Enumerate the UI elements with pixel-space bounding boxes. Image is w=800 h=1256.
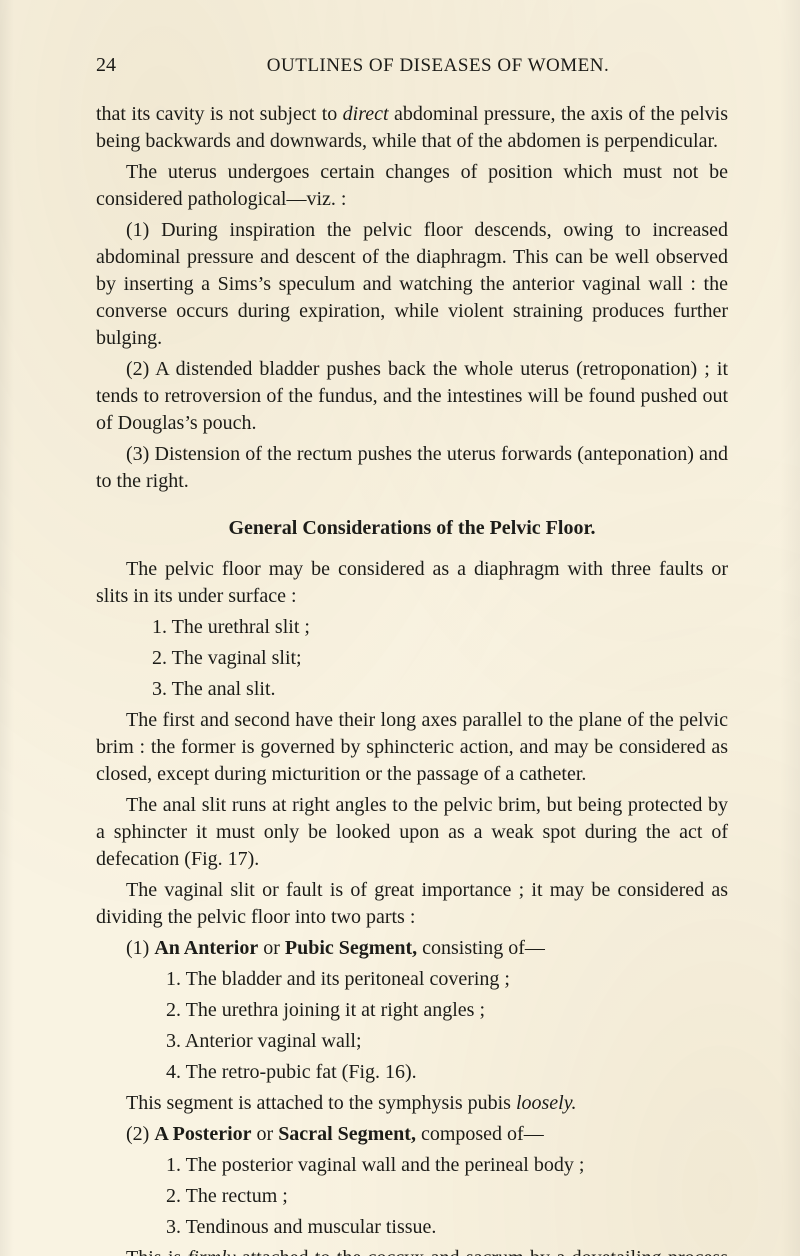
list-item: 1. The urethral slit ; bbox=[96, 614, 728, 641]
paragraph: (1) During inspiration the pelvic floor … bbox=[96, 217, 728, 352]
paragraph: The vaginal slit or fault is of great im… bbox=[96, 877, 728, 931]
paragraph: The pelvic floor may be considered as a … bbox=[96, 556, 728, 610]
running-head: OUTLINES OF DISEASES OF WOMEN. bbox=[148, 53, 728, 79]
bold-text: Sacral Segment, bbox=[278, 1123, 416, 1145]
list-item: 1. The posterior vaginal wall and the pe… bbox=[96, 1152, 728, 1179]
text: (2) bbox=[126, 1123, 154, 1145]
text: or bbox=[252, 1123, 279, 1145]
paragraph: The uterus undergoes certain changes of … bbox=[96, 159, 728, 213]
list-item: 3. Anterior vaginal wall; bbox=[96, 1028, 728, 1055]
list-item: 3. Tendinous and muscular tissue. bbox=[96, 1214, 728, 1241]
text: that its cavity is not subject to bbox=[96, 103, 343, 125]
paragraph: This segment is attached to the symphysi… bbox=[96, 1090, 728, 1117]
italic-text: firmly bbox=[188, 1247, 236, 1256]
text: or bbox=[258, 937, 285, 959]
page-number: 24 bbox=[96, 52, 148, 79]
italic-text: loosely. bbox=[516, 1092, 577, 1114]
bold-text: An Anterior bbox=[154, 937, 258, 959]
paragraph: This is firmly attached to the coccyx an… bbox=[96, 1245, 728, 1256]
paragraph: (1) An Anterior or Pubic Segment, consis… bbox=[96, 935, 728, 962]
italic-text: direct bbox=[343, 103, 389, 125]
list-item: 2. The vaginal slit; bbox=[96, 645, 728, 672]
list-item: 2. The rectum ; bbox=[96, 1183, 728, 1210]
text: (1) bbox=[126, 937, 154, 959]
page-header: 24 OUTLINES OF DISEASES OF WOMEN. bbox=[96, 52, 728, 79]
list-item: 1. The bladder and its peritoneal coveri… bbox=[96, 966, 728, 993]
text: consisting of— bbox=[417, 937, 545, 959]
text: This segment is attached to the symphysi… bbox=[126, 1092, 516, 1114]
paragraph: that its cavity is not subject to direct… bbox=[96, 101, 728, 155]
list-item: 2. The urethra joining it at right angle… bbox=[96, 997, 728, 1024]
bold-text: Pubic Segment, bbox=[285, 937, 417, 959]
paragraph: (2) A distended bladder pushes back the … bbox=[96, 356, 728, 437]
bold-text: A Posterior bbox=[154, 1123, 251, 1145]
paragraph: The first and second have their long axe… bbox=[96, 707, 728, 788]
text: This is bbox=[126, 1247, 188, 1256]
list-item: 3. The anal slit. bbox=[96, 676, 728, 703]
list-item: 4. The retro-pubic fat (Fig. 16). bbox=[96, 1059, 728, 1086]
scanned-page: 24 OUTLINES OF DISEASES OF WOMEN. that i… bbox=[0, 0, 800, 1256]
section-title: General Considerations of the Pelvic Flo… bbox=[96, 515, 728, 542]
paragraph: (2) A Posterior or Sacral Segment, compo… bbox=[96, 1121, 728, 1148]
paragraph: The anal slit runs at right angles to th… bbox=[96, 792, 728, 873]
paragraph: (3) Distension of the rectum pushes the … bbox=[96, 441, 728, 495]
text: composed of— bbox=[416, 1123, 544, 1145]
